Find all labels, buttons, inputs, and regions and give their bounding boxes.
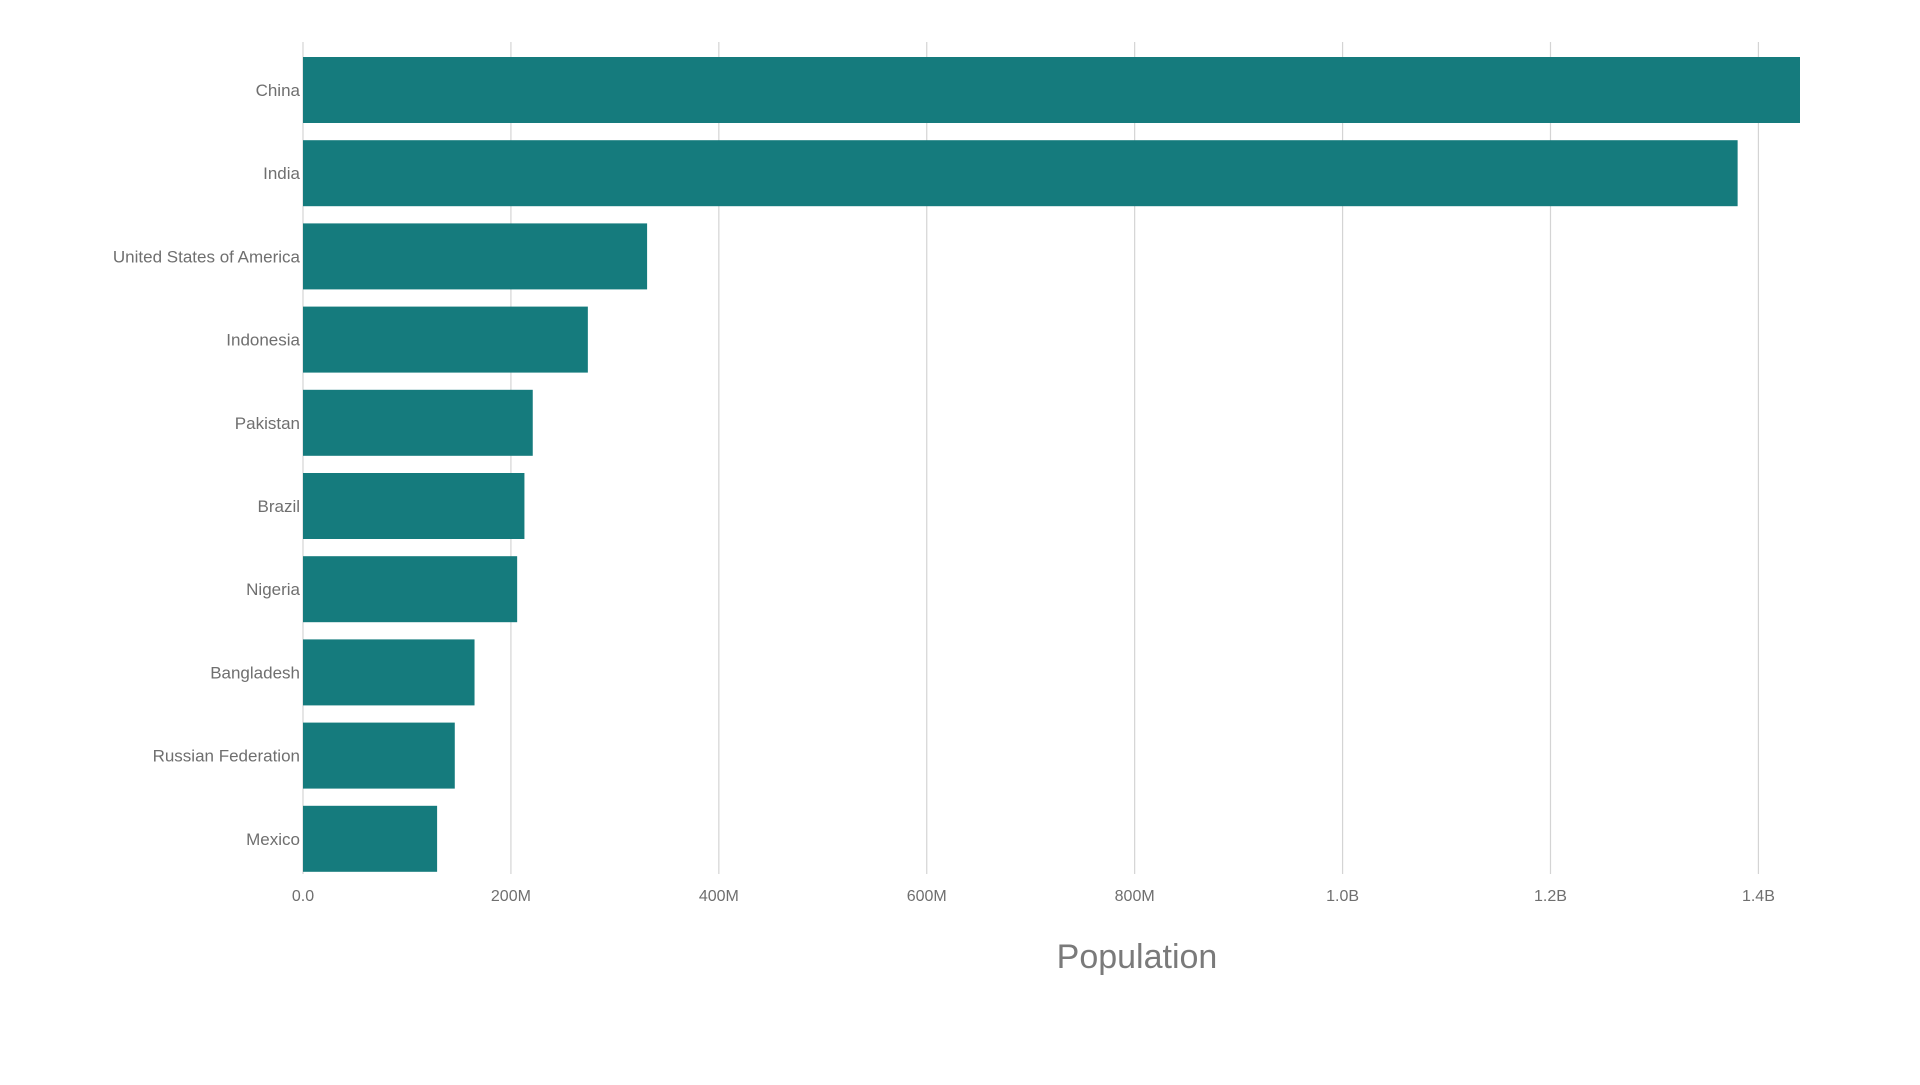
x-tick-label: 1.2B [1534,888,1567,905]
x-tick-labels: 0.0 200M 400M 600M 800M 1.0B 1.2B 1.4B [292,888,1775,905]
bar[interactable] [303,223,648,290]
x-axis-title: Population [1057,938,1218,976]
bar[interactable] [303,389,533,456]
category-label: China [256,81,301,100]
x-tick-label: 600M [907,888,947,905]
category-label: Mexico [246,830,300,849]
category-label: Nigeria [246,580,300,599]
bar[interactable] [303,639,475,706]
x-tick-label: 800M [1115,888,1155,905]
category-label: Russian Federation [153,747,300,766]
bar[interactable] [303,57,1800,123]
bar[interactable] [303,473,525,539]
bar[interactable] [303,140,1738,207]
bars [303,57,1800,872]
category-label: Bangladesh [210,663,300,682]
x-tick-label: 400M [699,888,739,905]
category-label: Brazil [257,497,300,516]
x-tick-label: 1.0B [1326,888,1359,905]
category-labels: China India United States of America Indone… [113,81,301,849]
category-label: United States of America [113,247,301,266]
x-tick-label: 0.0 [292,888,314,905]
bar[interactable] [303,306,588,373]
bar[interactable] [303,722,455,789]
bar[interactable] [303,805,438,872]
x-tick-label: 1.4B [1742,888,1775,905]
category-label: Indonesia [226,331,300,350]
x-tick-label: 200M [491,888,531,905]
bar[interactable] [303,556,518,623]
category-label: India [263,164,300,183]
category-label: Pakistan [235,414,300,433]
